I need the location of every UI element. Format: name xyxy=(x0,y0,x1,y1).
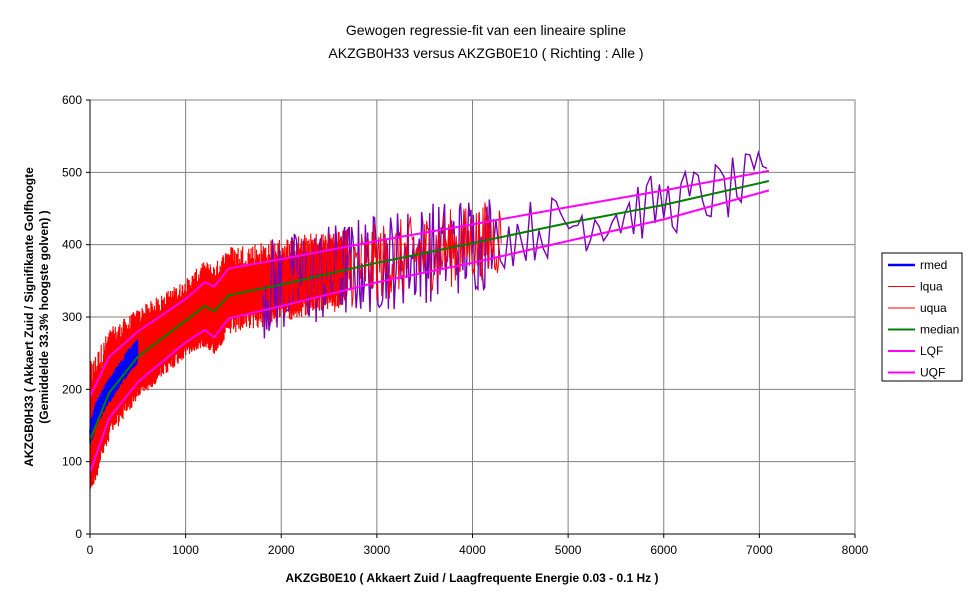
x-axis-label: AKZGB0E10 ( Akkaert Zuid / Laagfrequente… xyxy=(286,571,659,585)
x-tick-label: 0 xyxy=(87,543,94,557)
y-axis-label-line1: AKZGB0H33 ( Akkaert Zuid / Signifikante … xyxy=(22,167,36,467)
y-tick-label: 500 xyxy=(62,165,82,179)
x-tick-labels: 0 1000 2000 3000 4000 5000 6000 7000 8000 xyxy=(87,534,869,557)
legend-label-lqf: LQF xyxy=(920,344,943,358)
series-uqf xyxy=(89,169,770,398)
y-tick-labels: 0 100 200 300 400 500 600 xyxy=(62,93,90,541)
legend-label-uqf: UQF xyxy=(920,366,945,380)
x-tick-label: 2000 xyxy=(268,543,295,557)
series-median xyxy=(89,180,770,441)
chart-subtitle: AKZGB0H33 versus AKZGB0E10 ( Richting : … xyxy=(328,45,643,61)
x-tick-label: 7000 xyxy=(746,543,773,557)
x-tick-label: 6000 xyxy=(650,543,677,557)
y-tick-label: 300 xyxy=(62,310,82,324)
legend-box xyxy=(881,252,963,382)
legend-label-uqua: uqua xyxy=(920,301,947,315)
legend: rmed lqua uqua median LQF UQF xyxy=(881,252,963,382)
legend-label-lqua: lqua xyxy=(920,280,943,294)
legend-label-rmed: rmed xyxy=(920,258,947,272)
legend-items: rmed lqua uqua median LQF UQF xyxy=(888,258,959,380)
series-lines xyxy=(88,169,770,473)
y-tick-label: 0 xyxy=(75,527,82,541)
y-axis-label-line2: (Gemiddelde 33.3% hoogste golven) ) xyxy=(37,210,51,423)
series-lqf xyxy=(89,189,770,473)
y-tick-label: 200 xyxy=(62,382,82,396)
series-rmed xyxy=(88,348,139,434)
x-tick-label: 1000 xyxy=(172,543,199,557)
raw-data-trace-red xyxy=(280,202,502,315)
y-tick-label: 100 xyxy=(62,455,82,469)
x-tick-label: 3000 xyxy=(364,543,391,557)
x-tick-label: 8000 xyxy=(842,543,869,557)
chart-title: Gewogen regressie-fit van een lineaire s… xyxy=(346,22,626,38)
gridlines xyxy=(90,99,856,534)
x-tick-label: 4000 xyxy=(459,543,486,557)
y-tick-label: 600 xyxy=(62,93,82,107)
x-tick-label: 5000 xyxy=(555,543,582,557)
y-tick-label: 400 xyxy=(62,238,82,252)
legend-label-median: median xyxy=(920,323,959,337)
